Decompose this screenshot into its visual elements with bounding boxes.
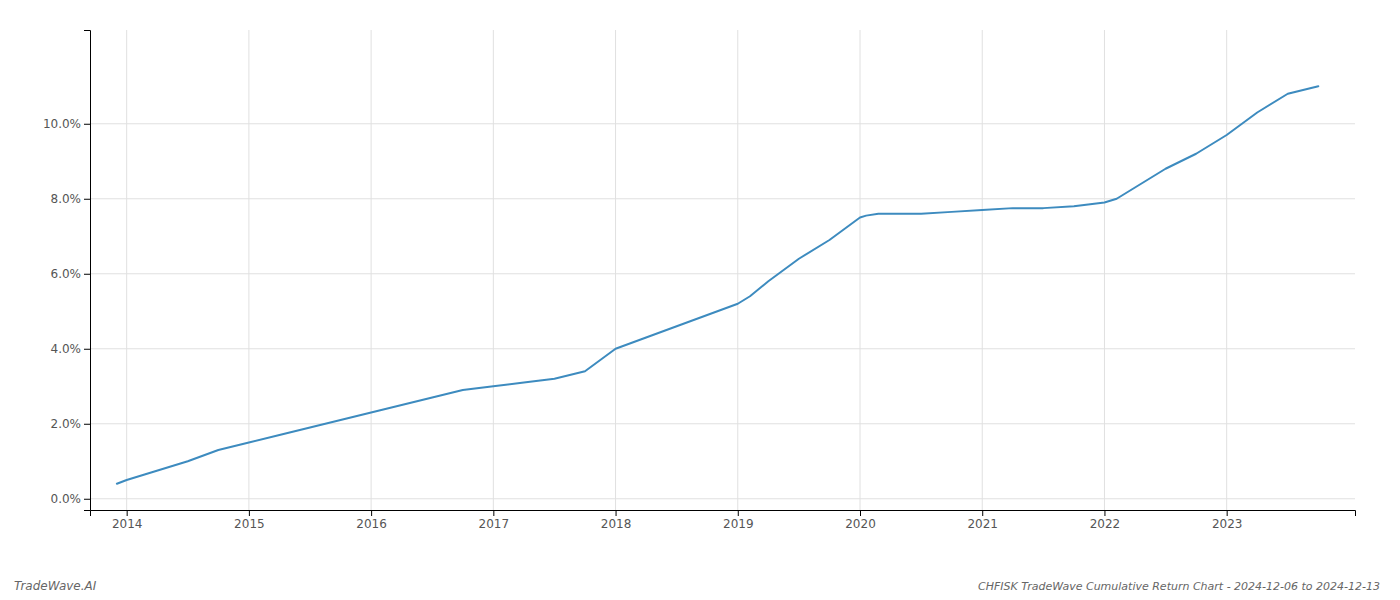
x-tick-label: 2021 xyxy=(967,517,998,531)
x-tick: 2015 xyxy=(234,510,265,531)
x-tick-label: 2023 xyxy=(1212,517,1243,531)
x-tick: 2023 xyxy=(1212,510,1243,531)
grid-line-x xyxy=(1104,30,1105,510)
y-axis-line xyxy=(84,31,91,511)
x-tick-mark xyxy=(982,510,983,516)
x-tick-label: 2015 xyxy=(234,517,265,531)
x-tick-mark xyxy=(493,510,494,516)
grid-line-y xyxy=(90,498,1355,499)
y-tick-mark xyxy=(84,124,90,125)
y-tick: 4.0% xyxy=(51,342,91,356)
y-tick-mark xyxy=(84,499,90,500)
y-tick: 8.0% xyxy=(51,192,91,206)
grid-line-y xyxy=(90,273,1355,274)
chart: 2014 2015 2016 2017 2018 2019 2020 2021 2022 2023… xyxy=(0,0,1400,600)
x-axis: 2014 2015 2016 2017 2018 2019 2020 2021 2022 2023 xyxy=(91,510,1356,531)
y-tick: 10.0% xyxy=(43,117,90,131)
x-tick: 2016 xyxy=(356,510,387,531)
y-tick-label: 0.0% xyxy=(51,492,82,506)
grid-line-y xyxy=(90,423,1355,424)
watermark: TradeWave.AI xyxy=(14,579,97,593)
y-tick-label: 10.0% xyxy=(43,117,81,131)
grid-line-y xyxy=(90,123,1355,124)
x-tick-mark xyxy=(1227,510,1228,516)
grid-line-x xyxy=(860,30,861,510)
grid-line-x xyxy=(126,30,127,510)
x-tick-mark xyxy=(738,510,739,516)
y-tick-label: 8.0% xyxy=(51,192,82,206)
grid-line-x xyxy=(615,30,616,510)
y-tick-mark xyxy=(84,349,90,350)
x-tick-label: 2017 xyxy=(479,517,510,531)
x-tick-label: 2014 xyxy=(112,517,143,531)
y-tick-mark xyxy=(84,199,90,200)
grid-line-x xyxy=(371,30,372,510)
x-tick-mark xyxy=(1104,510,1105,516)
x-tick-label: 2019 xyxy=(723,517,754,531)
line xyxy=(117,86,1318,484)
grid-line-x xyxy=(493,30,494,510)
x-tick-label: 2022 xyxy=(1090,517,1121,531)
x-tick-label: 2018 xyxy=(601,517,632,531)
x-tick: 2017 xyxy=(479,510,510,531)
title: CHFISK TradeWave Cumulative Return Chart… xyxy=(978,580,1380,593)
y-tick-mark xyxy=(84,274,90,275)
x-tick: 2019 xyxy=(723,510,754,531)
x-tick-label: 2016 xyxy=(356,517,387,531)
x-tick: 2021 xyxy=(967,510,998,531)
x-tick-mark xyxy=(127,510,128,516)
y-tick-label: 2.0% xyxy=(51,417,82,431)
y-tick-label: 4.0% xyxy=(51,342,82,356)
y-tick-label: 6.0% xyxy=(51,267,82,281)
grid-line-x xyxy=(1226,30,1227,510)
grid-line-x xyxy=(737,30,738,510)
grid-line-x xyxy=(982,30,983,510)
y-tick: 2.0% xyxy=(51,417,91,431)
grid-line-x xyxy=(248,30,249,510)
x-tick: 2018 xyxy=(601,510,632,531)
x-tick-mark xyxy=(860,510,861,516)
x-axis-line xyxy=(91,511,1356,517)
marks xyxy=(117,86,1318,484)
x-tick: 2020 xyxy=(845,510,876,531)
y-tick: 0.0% xyxy=(51,492,91,506)
y-tick-mark xyxy=(84,424,90,425)
y-axis: 0.0% 2.0% 4.0% 6.0% 8.0% 10.0% xyxy=(43,31,91,511)
x-tick-mark xyxy=(616,510,617,516)
y-tick: 6.0% xyxy=(51,267,91,281)
grid-line-y xyxy=(90,348,1355,349)
x-tick: 2022 xyxy=(1090,510,1121,531)
x-tick: 2014 xyxy=(112,510,143,531)
x-tick-mark xyxy=(249,510,250,516)
grid-line-y xyxy=(90,198,1355,199)
plot: 2014 2015 2016 2017 2018 2019 2020 2021 2022 2023… xyxy=(43,30,1356,531)
x-tick-label: 2020 xyxy=(845,517,876,531)
x-tick-mark xyxy=(371,510,372,516)
grid xyxy=(90,30,1355,510)
